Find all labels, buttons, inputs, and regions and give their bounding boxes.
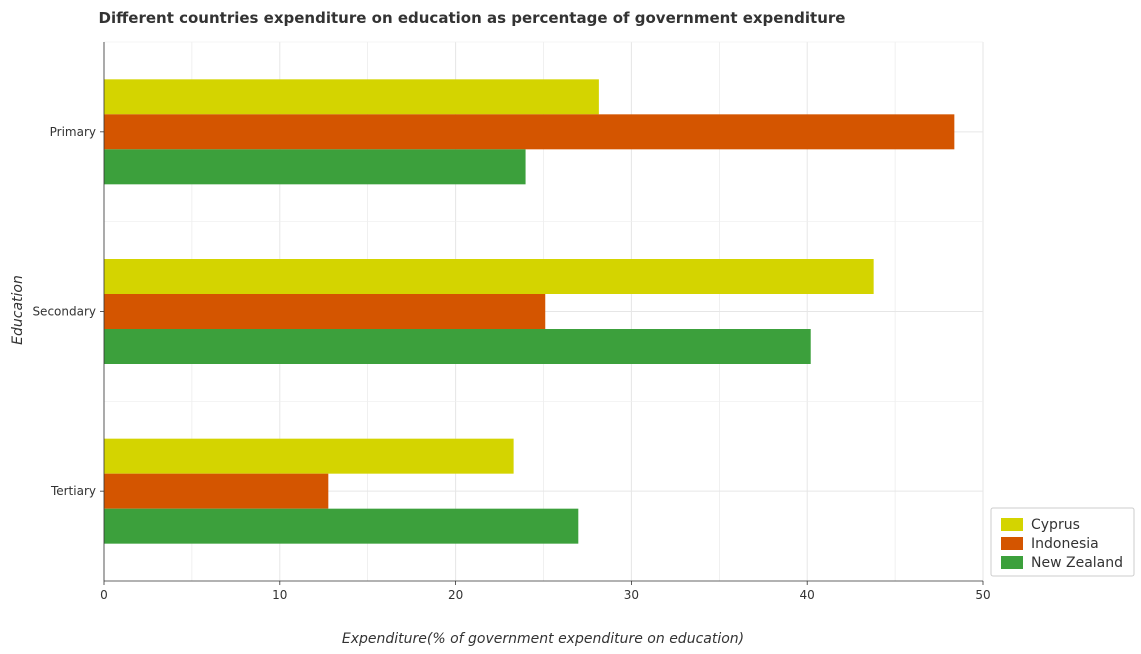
legend-swatch-indonesia — [1001, 537, 1023, 550]
bars — [104, 79, 955, 544]
bar-indonesia-primary — [104, 114, 955, 150]
legend: Cyprus Indonesia New Zealand — [990, 507, 1135, 577]
legend-label-indonesia: Indonesia — [1031, 536, 1099, 552]
bar-indonesia-tertiary — [104, 473, 329, 509]
bar-cyprus-primary — [104, 79, 599, 115]
y-tick-label: Primary — [50, 125, 96, 139]
bar-cyprus-tertiary — [104, 438, 514, 474]
bar-new-zealand-primary — [104, 149, 526, 185]
legend-swatch-new-zealand — [1001, 556, 1023, 569]
y-tick-label: Secondary — [32, 305, 96, 319]
y-tick-label: Tertiary — [50, 484, 96, 498]
y-axis-title: Education — [10, 275, 26, 345]
x-tick-label: 30 — [624, 588, 639, 602]
x-tick-label: 40 — [800, 588, 815, 602]
legend-label-new-zealand: New Zealand — [1031, 555, 1123, 571]
x-tick-label: 0 — [100, 588, 108, 602]
x-tick-label: 20 — [448, 588, 463, 602]
legend-swatch-cyprus — [1001, 518, 1023, 531]
axes: 0 10 20 30 40 50 Primary Secondary Tertiary — [32, 42, 991, 602]
legend-label-cyprus: Cyprus — [1031, 517, 1080, 533]
bar-new-zealand-secondary — [104, 329, 811, 364]
chart-title: Different countries expenditure on educa… — [99, 9, 846, 27]
legend-box — [990, 507, 1135, 577]
bar-indonesia-secondary — [104, 294, 546, 329]
bar-cyprus-secondary — [104, 259, 874, 294]
x-tick-label: 50 — [975, 588, 990, 602]
x-tick-label: 10 — [272, 588, 287, 602]
bar-new-zealand-tertiary — [104, 508, 579, 544]
x-axis-title: Expenditure(% of government expenditure … — [342, 631, 744, 647]
